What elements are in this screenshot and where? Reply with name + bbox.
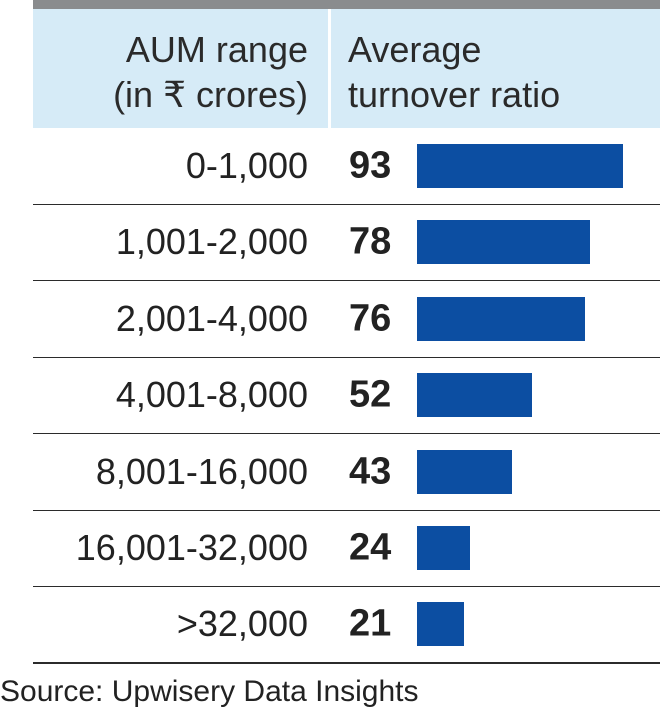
aum-range-label: >32,000 bbox=[176, 603, 308, 645]
table-row: 1,001-2,000 78 bbox=[33, 205, 660, 281]
header-divider bbox=[328, 9, 331, 128]
source-note: Source: Upwisery Data Insights bbox=[0, 675, 419, 708]
turnover-value-label: 43 bbox=[349, 450, 392, 493]
turnover-bar bbox=[417, 602, 464, 647]
aum-range-label: 16,001-32,000 bbox=[75, 527, 308, 569]
column-header-line: Average bbox=[348, 29, 482, 70]
turnover-value-label: 93 bbox=[349, 144, 392, 187]
table-row: 8,001-16,000 43 bbox=[33, 434, 660, 511]
column-header-line: turnover ratio bbox=[348, 74, 561, 115]
turnover-value-label: 52 bbox=[349, 373, 392, 416]
column-header-line: (in ₹ crores) bbox=[113, 74, 308, 115]
turnover-value-label: 21 bbox=[349, 602, 392, 645]
table-row: >32,000 21 bbox=[33, 587, 660, 664]
table-body: 0-1,000 93 1,001-2,000 78 2,001-4,000 76 4,001… bbox=[33, 128, 660, 664]
turnover-bar bbox=[417, 296, 586, 341]
table-row: 2,001-4,000 76 bbox=[33, 281, 660, 358]
turnover-value-label: 78 bbox=[349, 220, 392, 263]
top-rule bbox=[33, 0, 660, 9]
table-row: 4,001-8,000 52 bbox=[33, 358, 660, 434]
column-header-aum-range: AUM range (in ₹ crores) bbox=[113, 27, 308, 117]
column-header-turnover-ratio: Average turnover ratio bbox=[348, 27, 560, 117]
aum-range-label: 1,001-2,000 bbox=[115, 221, 308, 263]
turnover-value-label: 24 bbox=[349, 526, 392, 569]
table-header bbox=[33, 9, 660, 128]
turnover-bar bbox=[417, 373, 533, 418]
turnover-bar bbox=[417, 220, 590, 265]
aum-range-label: 8,001-16,000 bbox=[95, 450, 308, 492]
table-row: 16,001-32,000 24 bbox=[33, 511, 660, 587]
aum-range-label: 2,001-4,000 bbox=[115, 297, 308, 339]
turnover-value-label: 76 bbox=[349, 297, 392, 340]
turnover-bar bbox=[417, 143, 623, 188]
column-header-line: AUM range bbox=[125, 29, 308, 70]
aum-range-label: 0-1,000 bbox=[185, 144, 308, 186]
turnover-bar bbox=[417, 526, 471, 571]
aum-range-label: 4,001-8,000 bbox=[115, 374, 308, 416]
table-row: 0-1,000 93 bbox=[33, 128, 660, 205]
turnover-bar bbox=[417, 449, 513, 494]
